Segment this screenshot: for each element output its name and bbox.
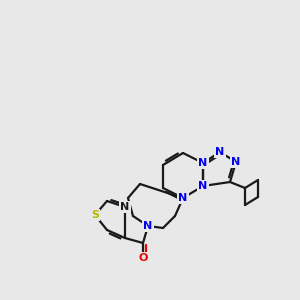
Text: N: N — [215, 147, 225, 157]
Text: N: N — [120, 202, 130, 212]
Text: N: N — [178, 193, 188, 203]
Text: N: N — [198, 181, 208, 191]
Text: N: N — [143, 221, 153, 231]
Text: O: O — [138, 253, 148, 263]
Text: N: N — [198, 158, 208, 168]
Text: N: N — [231, 157, 241, 167]
Text: S: S — [91, 210, 99, 220]
Text: N: N — [178, 193, 188, 203]
